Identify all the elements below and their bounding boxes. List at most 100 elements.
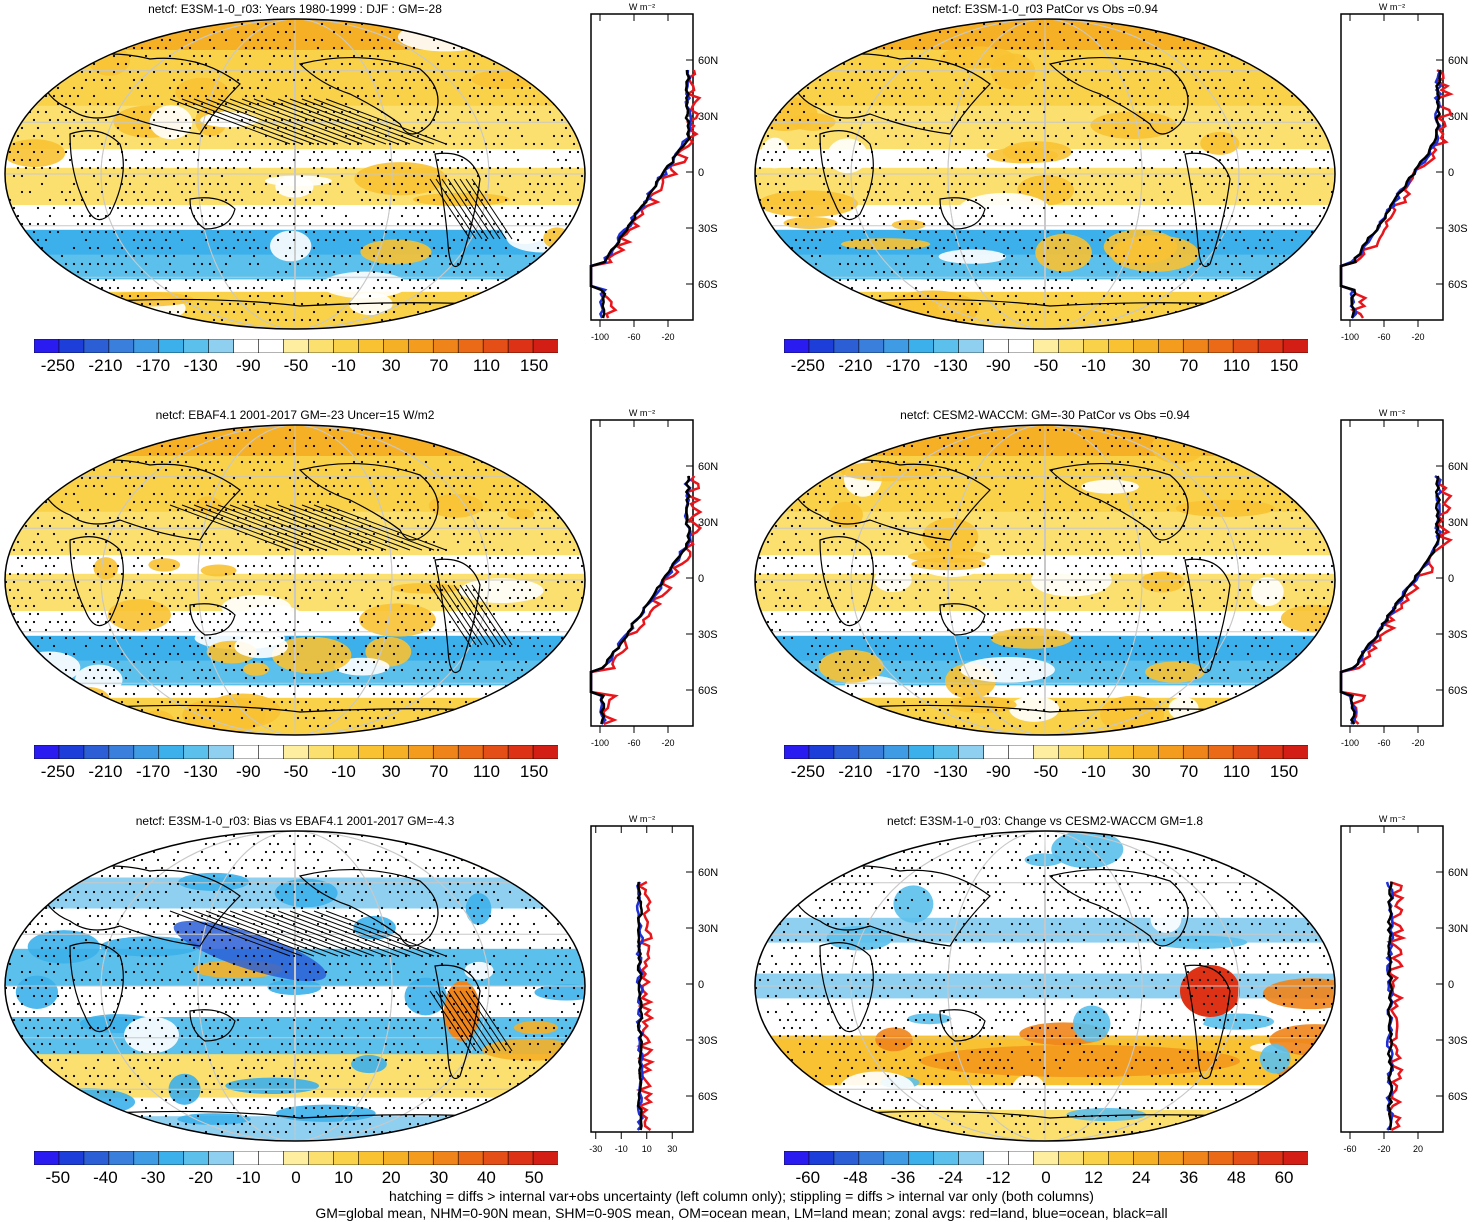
map-panel-2: netcf: E3SM-1-0_r03 PatCor vs Obs =0.94-… xyxy=(750,0,1483,400)
colorbar-tick-label: -10 xyxy=(320,356,368,376)
colorbar-tick-label: 110 xyxy=(463,356,511,376)
zonal-x-tick-label: 10 xyxy=(642,1144,652,1154)
lat-tick-label: 60N xyxy=(698,867,718,879)
lat-tick-label: 0 xyxy=(1448,573,1454,585)
zonal-ocean-line xyxy=(591,70,691,318)
colorbar-tick-label: -24 xyxy=(927,1168,975,1188)
lat-tick-label: 30S xyxy=(1448,1035,1468,1047)
colorbar-tick-label: 70 xyxy=(1165,356,1213,376)
colorbar-tick-label: 150 xyxy=(510,762,558,782)
zonal-x-tick-label: -100 xyxy=(591,738,609,748)
zonal-x-tick-label: 30 xyxy=(667,1144,677,1154)
colorbar-tick-label: -10 xyxy=(320,762,368,782)
zonal-land-line xyxy=(1341,476,1451,724)
lat-tick-label: 30S xyxy=(698,223,718,235)
colorbar xyxy=(784,339,1308,353)
zonal-ocean-line xyxy=(591,476,691,724)
colorbar-tick-label: -36 xyxy=(879,1168,927,1188)
colorbar-tick-label: -20 xyxy=(177,1168,225,1188)
zonal-all-line xyxy=(591,70,690,318)
colorbar-tick-label: 70 xyxy=(415,762,463,782)
colorbar-tick-label: -10 xyxy=(1070,762,1118,782)
colorbar-tick-label: -170 xyxy=(879,356,927,376)
colorbar-tick-label: 0 xyxy=(1022,1168,1070,1188)
lat-tick-label: 30N xyxy=(1448,923,1468,935)
colorbar-tick-label: 150 xyxy=(1260,762,1308,782)
lat-tick-label: 60N xyxy=(698,461,718,473)
zonal-land-line xyxy=(591,476,700,724)
zonal-unit-label: W m⁻² xyxy=(1379,408,1405,418)
zonal-x-tick-label: -20 xyxy=(1411,332,1424,342)
zonal-unit-label: W m⁻² xyxy=(1379,2,1405,12)
lat-tick-label: 30S xyxy=(698,1035,718,1047)
colorbar-tick-label: -12 xyxy=(975,1168,1023,1188)
footnote-line-1: hatching = diffs > internal var+obs unce… xyxy=(0,1188,1483,1205)
map-panel-6: netcf: E3SM-1-0_r03: Change vs CESM2-WAC… xyxy=(750,812,1483,1212)
zonal-x-tick-label: -20 xyxy=(1377,1144,1390,1154)
lat-tick-label: 30N xyxy=(1448,517,1468,529)
colorbar-tick-label: -250 xyxy=(784,762,832,782)
colorbar-tick-label: -30 xyxy=(129,1168,177,1188)
lat-tick-label: 0 xyxy=(1448,979,1454,991)
colorbar-tick-label: 10 xyxy=(320,1168,368,1188)
zonal-ocean-line xyxy=(1341,70,1441,318)
colorbar-tick-label: 30 xyxy=(1117,356,1165,376)
zonal-unit-label: W m⁻² xyxy=(1379,814,1405,824)
colorbar-tick-label: -90 xyxy=(225,762,273,782)
map-panel-4: netcf: CESM2-WACCM: GM=-30 PatCor vs Obs… xyxy=(750,406,1483,806)
colorbar-tick-label: -10 xyxy=(1070,356,1118,376)
lat-tick-label: 0 xyxy=(698,167,704,179)
colorbar-tick-label: 20 xyxy=(367,1168,415,1188)
colorbar-tick-label: 70 xyxy=(415,356,463,376)
colorbar xyxy=(34,339,558,353)
zonal-all-line xyxy=(591,476,690,724)
colorbar-tick-label: -50 xyxy=(272,762,320,782)
colorbar-tick-label: -210 xyxy=(832,762,880,782)
map-panel-5: netcf: E3SM-1-0_r03: Bias vs EBAF4.1 200… xyxy=(0,812,740,1212)
global-map xyxy=(0,420,590,740)
lat-tick-label: 60S xyxy=(1448,279,1468,291)
colorbar-tick-label: -130 xyxy=(177,356,225,376)
colorbar xyxy=(34,1151,558,1165)
colorbar-tick-label: -130 xyxy=(927,762,975,782)
colorbar-tick-label: 24 xyxy=(1117,1168,1165,1188)
colorbar-tick-label: 30 xyxy=(367,356,415,376)
zonal-all-line xyxy=(1341,476,1440,724)
lat-tick-label: 60N xyxy=(698,55,718,67)
lat-tick-label: 0 xyxy=(698,979,704,991)
colorbar-tick-label: 0 xyxy=(272,1168,320,1188)
lat-tick-label: 60N xyxy=(1448,461,1468,473)
colorbar-tick-label: 150 xyxy=(1260,356,1308,376)
lat-tick-label: 60S xyxy=(698,1091,718,1103)
colorbar-tick-label: -50 xyxy=(272,356,320,376)
colorbar xyxy=(34,745,558,759)
lat-tick-label: 60S xyxy=(1448,685,1468,697)
footnote-line-2: GM=global mean, NHM=0-90N mean, SHM=0-90… xyxy=(0,1205,1483,1222)
colorbar-tick-label: -130 xyxy=(177,762,225,782)
colorbar-tick-label: 30 xyxy=(415,1168,463,1188)
colorbar-tick-label: 110 xyxy=(1213,356,1261,376)
zonal-x-tick-label: -60 xyxy=(1377,332,1390,342)
colorbar-tick-label: 50 xyxy=(510,1168,558,1188)
lat-tick-label: 60S xyxy=(698,685,718,697)
colorbar xyxy=(784,745,1308,759)
map-panel-1: netcf: E3SM-1-0_r03: Years 1980-1999 : D… xyxy=(0,0,740,400)
colorbar-tick-label: -170 xyxy=(129,356,177,376)
colorbar-tick-label: 150 xyxy=(510,356,558,376)
zonal-unit-label: W m⁻² xyxy=(629,408,655,418)
colorbar-tick-label: 36 xyxy=(1165,1168,1213,1188)
zonal-x-tick-label: -30 xyxy=(589,1144,602,1154)
zonal-x-tick-label: -100 xyxy=(1341,332,1359,342)
colorbar-tick-label: -250 xyxy=(34,356,82,376)
lat-tick-label: 30S xyxy=(698,629,718,641)
